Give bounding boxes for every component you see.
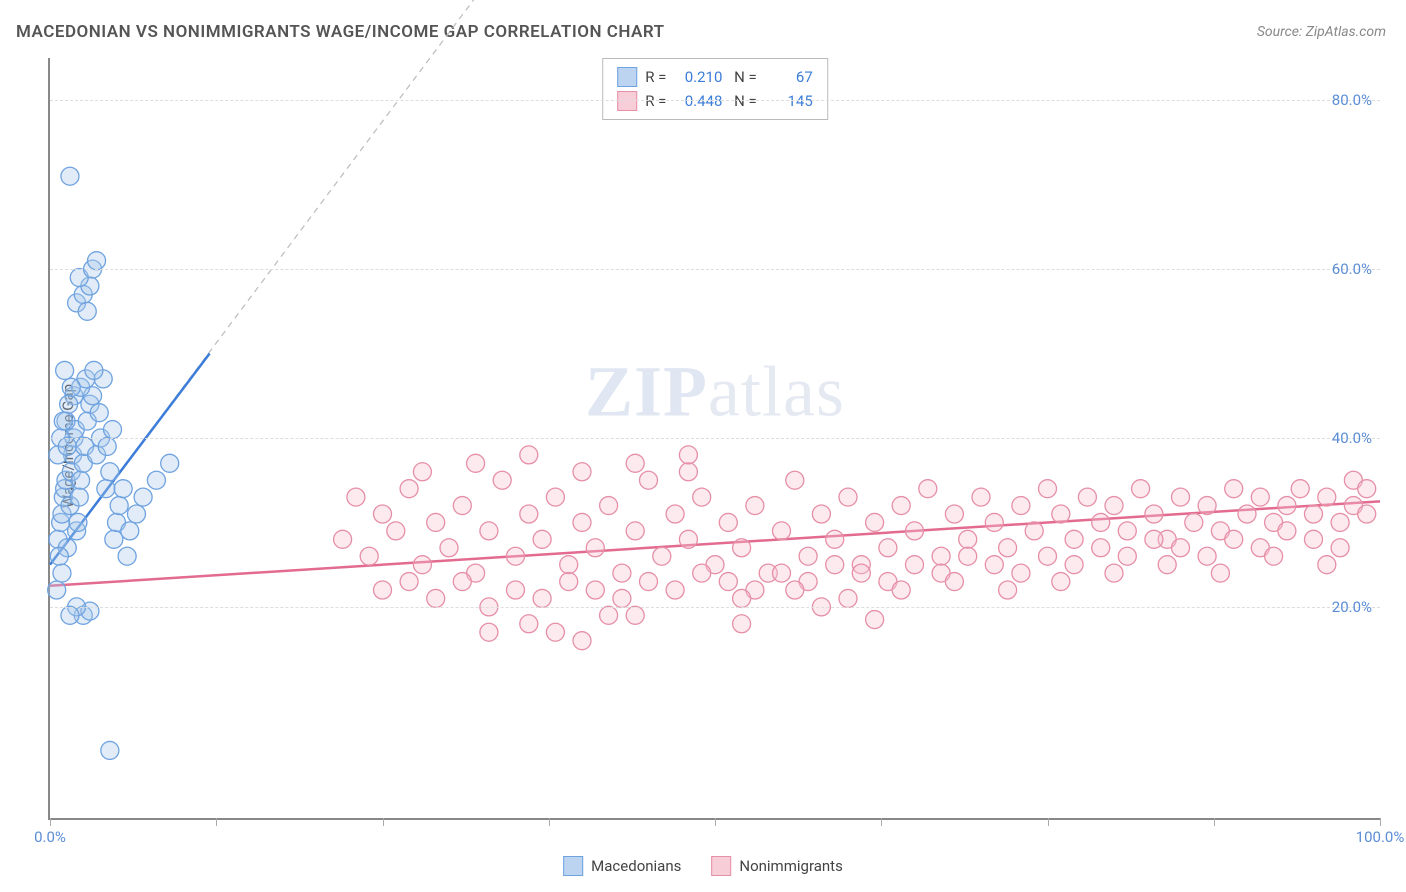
x-tick bbox=[216, 818, 217, 826]
stat-r-0: 0.210 bbox=[674, 65, 722, 89]
x-tick-label: 100.0% bbox=[1356, 828, 1405, 846]
x-tick bbox=[715, 818, 716, 826]
stat-r-label: R = bbox=[645, 65, 666, 89]
legend-label-1: Nonimmigrants bbox=[739, 857, 842, 875]
stats-legend: R = 0.210 N = 67 R = 0.448 N = 145 bbox=[602, 58, 828, 120]
stats-row-0: R = 0.210 N = 67 bbox=[617, 65, 813, 89]
gridline-h bbox=[50, 269, 1380, 270]
x-tick bbox=[1380, 818, 1381, 826]
stat-n-label: N = bbox=[730, 65, 756, 89]
stat-n-0: 67 bbox=[765, 65, 813, 89]
y-tick-label: 20.0% bbox=[1332, 598, 1372, 616]
legend-item-1: Nonimmigrants bbox=[711, 856, 842, 876]
gridline-h bbox=[50, 100, 1380, 101]
gridline-h bbox=[50, 438, 1380, 439]
source-label: Source: ZipAtlas.com bbox=[1257, 24, 1386, 40]
swatch-series-0 bbox=[617, 67, 637, 87]
gridline-h bbox=[50, 607, 1380, 608]
x-tick-label: 0.0% bbox=[34, 828, 66, 846]
y-tick-label: 60.0% bbox=[1332, 260, 1372, 278]
legend-swatch-0 bbox=[563, 856, 583, 876]
x-tick bbox=[881, 818, 882, 826]
bottom-legend: Macedonians Nonimmigrants bbox=[563, 856, 843, 876]
legend-swatch-1 bbox=[711, 856, 731, 876]
y-tick-label: 40.0% bbox=[1332, 429, 1372, 447]
y-tick-label: 80.0% bbox=[1332, 91, 1372, 109]
legend-item-0: Macedonians bbox=[563, 856, 681, 876]
x-tick bbox=[549, 818, 550, 826]
x-tick bbox=[50, 818, 51, 826]
x-tick bbox=[1214, 818, 1215, 826]
chart-container: MACEDONIAN VS NONIMMIGRANTS WAGE/INCOME … bbox=[0, 0, 1406, 892]
chart-title: MACEDONIAN VS NONIMMIGRANTS WAGE/INCOME … bbox=[16, 22, 665, 42]
plot-area: ZIPatlas R = 0.210 N = 67 R = 0.448 N = … bbox=[48, 58, 1380, 820]
x-tick bbox=[383, 818, 384, 826]
x-tick bbox=[1048, 818, 1049, 826]
legend-label-0: Macedonians bbox=[591, 857, 681, 875]
